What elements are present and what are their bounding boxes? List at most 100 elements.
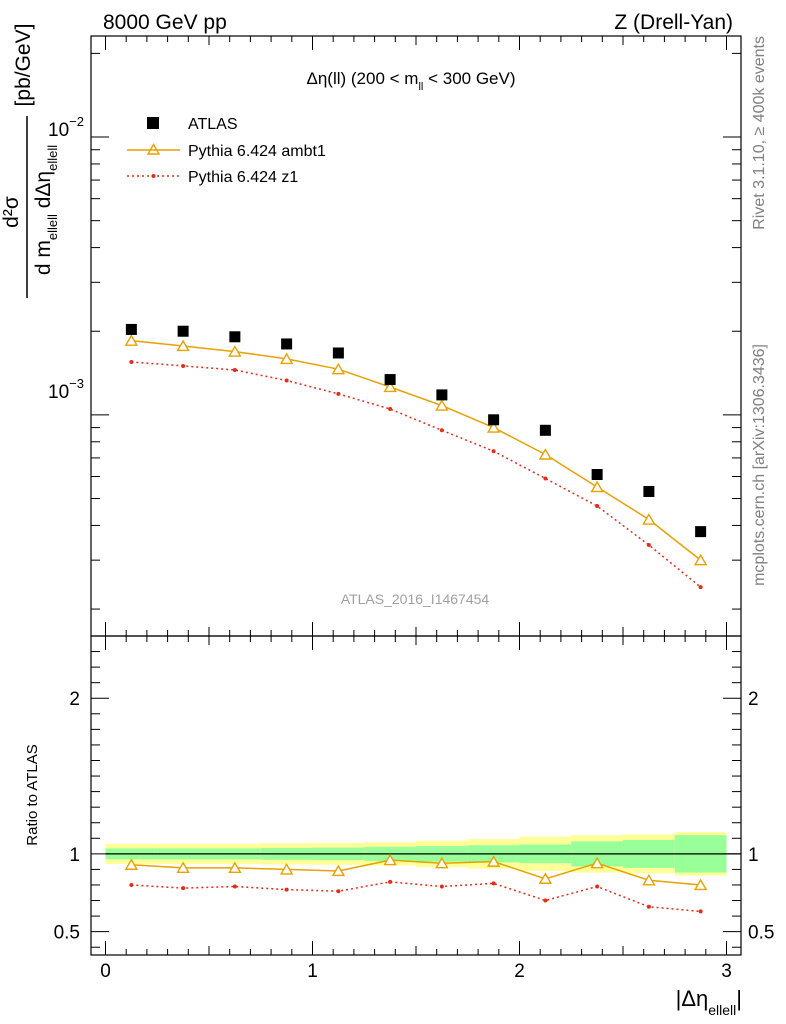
ratio-z1-point (646, 904, 651, 909)
ambt1-point (435, 399, 449, 411)
main-ytick-label-1e-2: 10−2 (48, 114, 84, 141)
ratio-ytick-label-left: 0.5 (54, 923, 80, 944)
ratio-z1-point (129, 882, 134, 887)
ratio-ambt1-point (590, 856, 604, 869)
ratio-ambt1-point (642, 873, 656, 886)
z1-point (646, 543, 651, 548)
ratio-ytick-label-left: 2 (69, 689, 80, 710)
ambt1-point (383, 380, 397, 393)
legend-label-z1: Pythia 6.424 z1 (188, 169, 298, 186)
main-ytick-label-1e-3: 10−3 (48, 376, 84, 403)
ratio-z1-point (284, 887, 289, 892)
header-right: Z (Drell-Yan) (614, 11, 733, 34)
legend-marker-z1 (151, 174, 156, 178)
ambt1-point (642, 513, 656, 525)
y-label-unit: [pb/GeV] (12, 24, 35, 107)
legend-marker-ambt1 (146, 143, 161, 155)
main-plot-area (124, 323, 708, 590)
atlas-data-point (643, 485, 655, 497)
ambt1-point (124, 334, 139, 346)
z1-point (336, 391, 341, 396)
atlas-data-point (384, 374, 396, 386)
z1-point (595, 503, 600, 508)
ratio-ytick-label-right: 2 (748, 689, 759, 710)
xtick-label: 1 (307, 961, 318, 982)
atlas-data-point (281, 338, 293, 350)
atlas-data-point (229, 331, 241, 343)
xtick-label: 3 (721, 961, 732, 982)
atlas-data-point (177, 325, 189, 337)
mcplots-label: mcplots.cern.ch [arXiv:1306.3436] (751, 344, 768, 586)
atlas-data-point (125, 323, 137, 335)
ambt1-line (131, 339, 702, 561)
ratio-ytick-label-left: 1 (69, 845, 80, 866)
ratio-z1-point (595, 884, 600, 889)
ratio-z1-point (491, 881, 496, 886)
ambt1-point (538, 448, 553, 460)
atlas-data-point (488, 414, 500, 426)
ratio-ambt1-point (331, 864, 346, 877)
y-label-denominator: d mellell dΔηellell (32, 145, 60, 275)
ratio-z1-line (131, 881, 701, 913)
ratio-z1-point (439, 884, 444, 889)
ratio-ambt1-point (383, 853, 397, 866)
ratio-ambt1-point (435, 856, 449, 869)
ratio-z1-point (543, 898, 548, 903)
ratio-ambt1-point (486, 855, 501, 867)
main-y-axis-label: d²σ d mellell dΔηellell [pb/GeV] (0, 24, 60, 298)
xtick-label: 2 (514, 961, 525, 982)
ratio-axis-ticks: 0.5 0.5 1 1 2 2 0 1 2 3 (54, 636, 774, 982)
legend-label-ambt1: Pythia 6.424 ambt1 (188, 143, 326, 160)
header-left: 8000 GeV pp (103, 11, 227, 34)
ratio-ambt1-point (176, 861, 190, 874)
atlas-data-point (436, 389, 448, 401)
atlas-data-point (695, 526, 707, 538)
atlas-data-point (539, 424, 551, 436)
ratio-uncertainty-bands (105, 832, 741, 876)
ambt1-point (228, 345, 242, 357)
ratio-ambt1-point (279, 863, 294, 875)
legend-marker-atlas (147, 117, 159, 129)
ratio-z1-point (336, 889, 341, 894)
z1-point (129, 359, 134, 364)
ratio-ambt1-point (693, 878, 708, 891)
y-label-numerator: d²σ (0, 196, 23, 228)
atlas-data-point (591, 469, 603, 481)
ratio-z1-point (698, 909, 703, 914)
ratio-z1-point (388, 879, 393, 884)
ratio-ambt1-point (124, 858, 139, 870)
x-axis-label: |Δηellell| (676, 986, 742, 1018)
ratio-y-axis-label: Ratio to ATLAS (24, 744, 41, 845)
ambt1-point (279, 352, 294, 365)
z1-point (181, 363, 186, 368)
z1-point (491, 449, 496, 454)
main-plot-title: Δη(ll) (200 < mll < 300 GeV) (306, 69, 515, 93)
ambt1-point (176, 339, 190, 352)
ratio-ytick-label-right: 1 (748, 845, 759, 866)
z1-point (232, 368, 237, 373)
z1-line (131, 361, 702, 588)
z1-point (698, 585, 703, 590)
ratio-ambt1-line (131, 859, 701, 886)
ratio-plot-frame (90, 635, 742, 956)
main-axis-ticks (91, 36, 741, 636)
analysis-id-watermark: ATLAS_2016_I1467454 (341, 591, 490, 607)
ambt1-point (331, 362, 346, 375)
legend: ATLAS Pythia 6.424 ambt1 Pythia 6.424 z1 (127, 116, 326, 186)
z1-point (439, 428, 444, 433)
z1-point (543, 476, 548, 481)
ambt1-point (693, 553, 708, 566)
ambt1-point (590, 480, 604, 493)
z1-point (284, 378, 289, 383)
ratio-z1-point (181, 886, 186, 891)
legend-label-atlas: ATLAS (188, 116, 238, 133)
xtick-label: 0 (100, 961, 111, 982)
ratio-z1-point (232, 884, 237, 889)
atlas-data-point (332, 347, 344, 359)
ratio-ambt1-point (228, 861, 242, 874)
ratio-ambt1-point (538, 872, 553, 884)
z1-point (388, 406, 393, 411)
ratio-ytick-label-right: 0.5 (748, 923, 774, 944)
ratio-plot-area (124, 853, 708, 914)
